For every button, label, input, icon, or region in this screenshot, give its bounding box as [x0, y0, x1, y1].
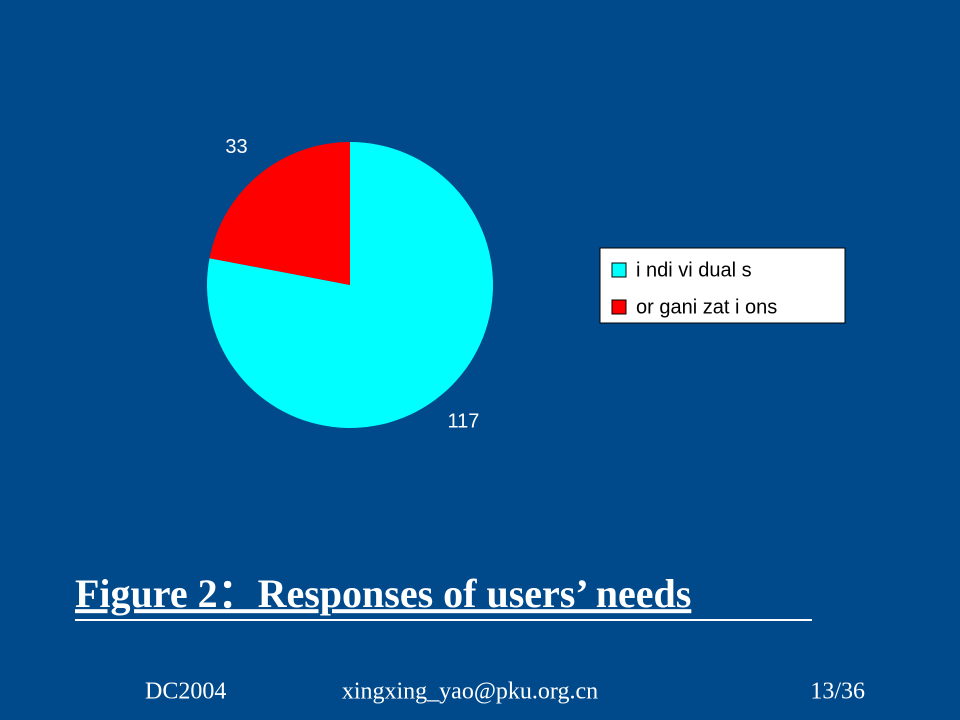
- footer-left: DC2004: [145, 679, 226, 705]
- legend-label: or gani zat i ons: [636, 296, 777, 318]
- legend-swatch: [611, 262, 627, 278]
- caption: Figure 2：Responses of users’ needs: [75, 571, 691, 616]
- pie-slice: [209, 142, 350, 285]
- footer-right: 13/36: [810, 679, 865, 705]
- footer-center: xingxing_yao@pku.org.cn: [342, 679, 598, 705]
- data-label: 117: [448, 410, 480, 432]
- legend-swatch: [611, 299, 627, 315]
- legend-label: i ndi vi dual s: [636, 259, 752, 281]
- pie-slice: [206, 142, 493, 428]
- legend-box: [599, 247, 846, 324]
- data-label: 33: [225, 136, 247, 158]
